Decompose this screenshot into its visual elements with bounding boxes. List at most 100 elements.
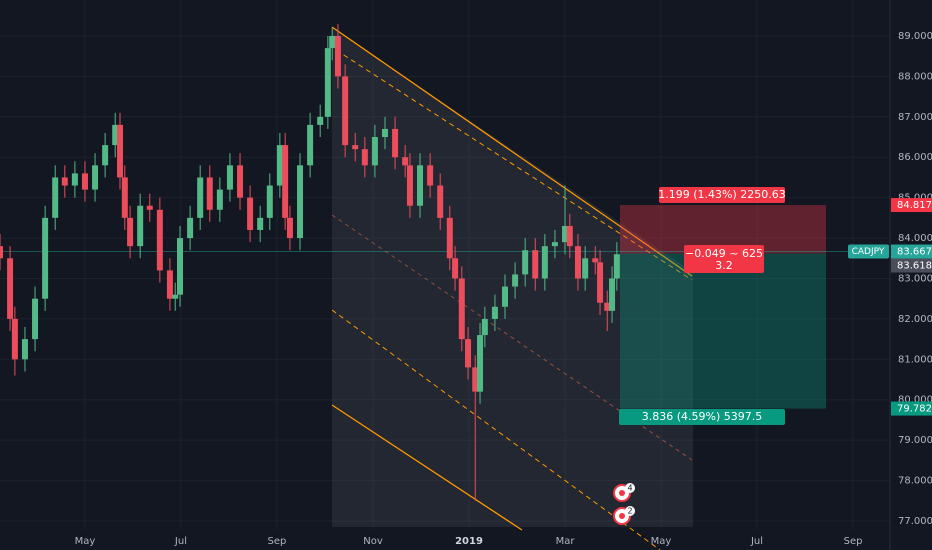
symbol-tag [848, 244, 889, 259]
candle-body [276, 145, 283, 186]
candle-body [381, 128, 388, 138]
y-tick-label: 87.000 [898, 112, 932, 123]
candle-body [427, 165, 434, 186]
y-tick-label: 79.000 [898, 435, 932, 446]
candle-body [177, 238, 184, 295]
candle-body [604, 302, 611, 311]
channel-lower [331, 404, 523, 531]
y-tick-label: 86.000 [898, 152, 932, 163]
candle-body [562, 225, 569, 243]
candles [0, 23, 620, 501]
candle-body [11, 318, 18, 360]
y-tick-label: 77.000 [898, 516, 932, 527]
center-box [684, 245, 764, 273]
candle-body [317, 116, 324, 125]
candle-body [491, 306, 498, 319]
candle-body [324, 48, 331, 117]
label-box [619, 409, 785, 425]
price-tag-text: 79.782 [897, 404, 932, 415]
label-box [659, 187, 785, 203]
candle-body [112, 124, 119, 146]
center-text: −0.049 ~ 625 [685, 247, 763, 260]
candle-body [477, 335, 484, 392]
candle-body [472, 367, 479, 392]
x-tick-label: 2019 [455, 536, 483, 547]
candle-body [197, 177, 204, 218]
event-count-bg [625, 506, 635, 516]
candle-body [71, 173, 78, 186]
candle-body [32, 298, 39, 340]
x-tick-label: Nov [363, 536, 383, 547]
candle-body [502, 286, 509, 307]
event-dot [619, 490, 625, 496]
event-count: 4 [627, 484, 632, 493]
symbol-text: CADJPY [852, 247, 885, 257]
candle-body [512, 274, 519, 287]
candle-body [532, 250, 539, 279]
candle-body [334, 35, 341, 77]
y-tick-label: 84.000 [898, 233, 932, 244]
overlay: May Jul Sep Nov 2019 Mar May Jul Sep 77.000 78.000… [75, 31, 932, 547]
candle-body [582, 258, 589, 279]
candle-body [61, 177, 68, 186]
x-tick-label: Sep [268, 536, 287, 547]
candle-body [247, 197, 254, 230]
candle-body [402, 157, 409, 166]
candle-body [286, 217, 293, 239]
candle-body [522, 250, 529, 275]
candle-body [458, 278, 465, 340]
channel-upper [331, 26, 693, 277]
candle-body [7, 258, 14, 319]
candle-body [437, 185, 444, 218]
candle-body [166, 270, 173, 299]
candle-body [266, 185, 273, 218]
y-tick-label: 89.000 [898, 31, 932, 42]
event-count: 2 [627, 507, 632, 516]
candle-body [257, 217, 264, 230]
candle-body [117, 124, 124, 178]
candle-body [452, 258, 459, 279]
price-tag-text: 83.667 [897, 247, 932, 258]
x-tick-label: Sep [844, 536, 863, 547]
price-tag [891, 244, 932, 259]
candle-body [609, 278, 616, 311]
candle-body [352, 145, 359, 150]
grid [0, 0, 890, 530]
x-tick-label: May [651, 536, 672, 547]
x-tick-label: Mar [556, 536, 576, 547]
y-tick-label: 82.000 [898, 314, 932, 325]
candle-body [21, 339, 28, 360]
target-zone [620, 253, 826, 409]
candle-body [226, 165, 233, 190]
candle-body [156, 209, 163, 271]
price-tag-text: 84.817 [897, 200, 932, 211]
candle-body [92, 165, 99, 190]
channel-dashed [335, 49, 693, 281]
candle-body [406, 165, 413, 206]
y-tick-label: 81.000 [898, 354, 932, 365]
ratio-text: 3.2 [715, 259, 733, 272]
candle-body [137, 205, 144, 247]
candle-body [597, 262, 604, 303]
candle-body [371, 137, 378, 166]
candle-body [52, 177, 59, 218]
x-tick-label: Jul [750, 536, 763, 547]
candle-body [146, 205, 153, 210]
candle-body [342, 76, 349, 146]
candle-body [417, 165, 424, 206]
price-tag [891, 401, 932, 416]
x-tick-label: Jul [174, 536, 187, 547]
candle-body [551, 242, 558, 247]
candle-body [121, 177, 128, 218]
candle-body [465, 339, 472, 368]
candle-body [481, 318, 488, 336]
candle-body [282, 145, 289, 218]
event-dot [619, 513, 625, 519]
event-count-bg [625, 483, 635, 493]
channel-dashed-lower [331, 309, 661, 550]
candle-body [392, 128, 399, 158]
price-tag-text: 83.618 [897, 261, 932, 272]
